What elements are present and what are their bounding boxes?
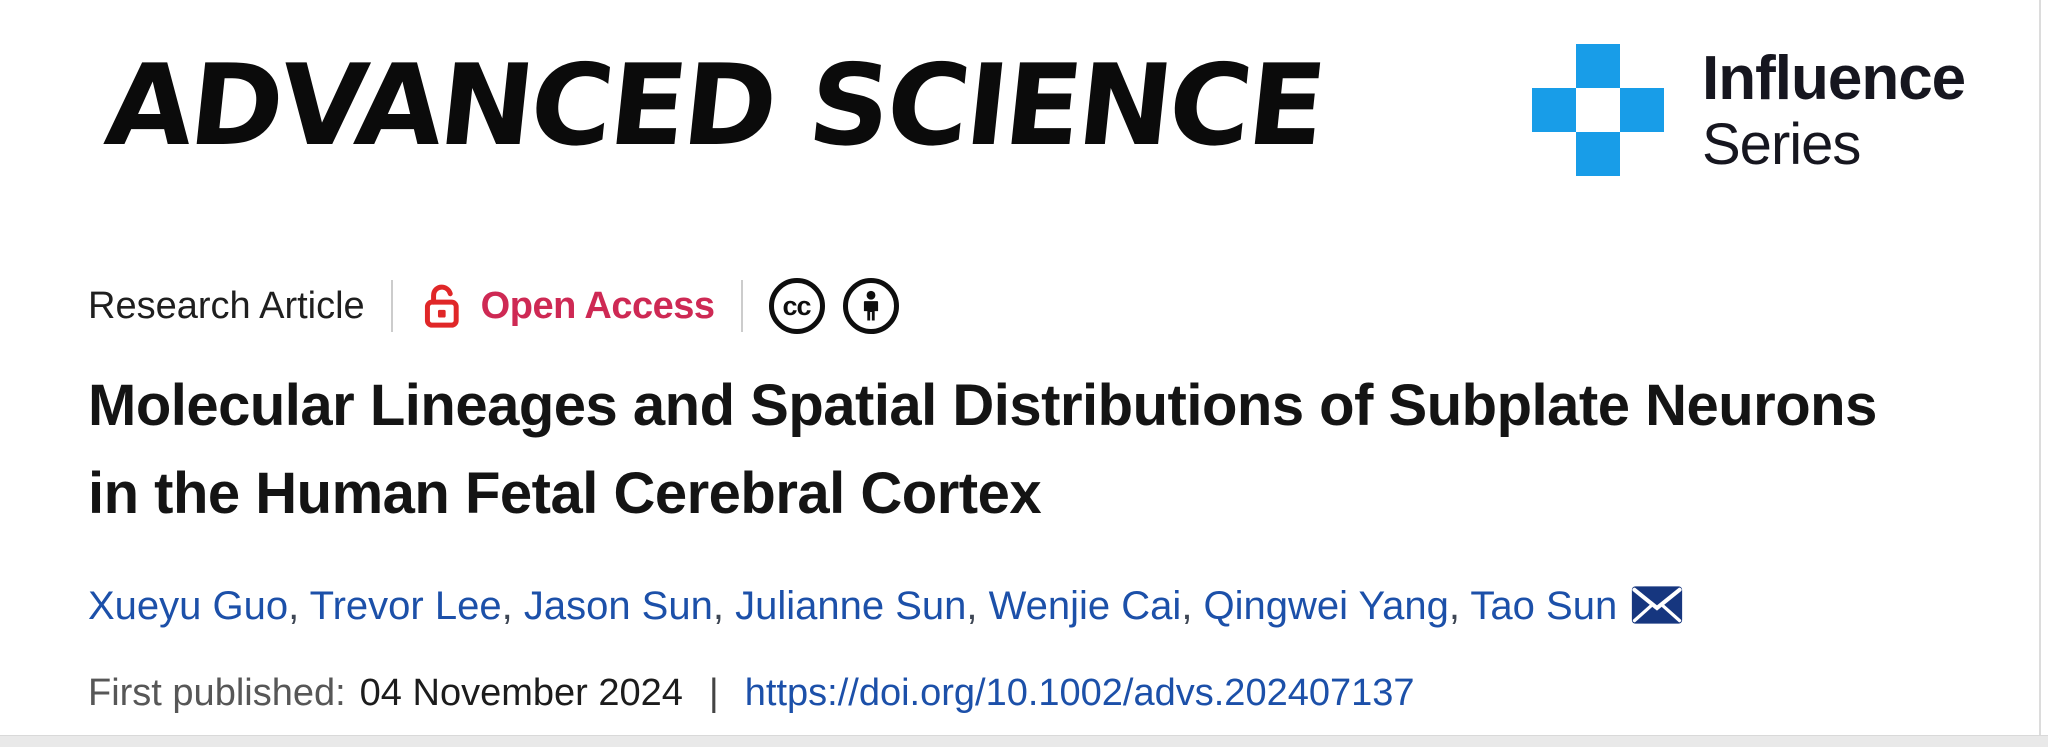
article-title: Molecular Lineages and Spatial Distribut…: [88, 373, 1877, 526]
email-envelope-icon[interactable]: [1631, 585, 1683, 625]
series-wordmark-line2: Series: [1702, 112, 1861, 177]
author-link[interactable]: Wenjie Cai: [988, 584, 1182, 628]
article-meta-row: Research Article Open Access cc: [88, 276, 899, 336]
creative-commons-icon[interactable]: cc: [768, 278, 825, 334]
plus-icon: [1532, 44, 1664, 176]
journal-logo[interactable]: ADVANCED SCIENCE: [99, 41, 1329, 171]
series-wordmark: Influence Series: [1702, 44, 1966, 178]
divider: [390, 280, 393, 332]
published-date: 04 November 2024: [359, 672, 683, 714]
author-separator: ,: [712, 584, 736, 628]
open-lock-icon: [424, 284, 459, 328]
license-icons: cc: [768, 278, 899, 334]
page-right-edge: [2039, 0, 2041, 747]
author-link[interactable]: Jason Sun: [523, 584, 713, 628]
divider: |: [708, 672, 719, 714]
author-separator: ,: [288, 584, 310, 628]
author-separator: ,: [501, 584, 524, 628]
open-access-label: Open Access: [480, 284, 715, 327]
author-link[interactable]: Tao Sun: [1470, 584, 1618, 628]
author-link[interactable]: Julianne Sun: [735, 584, 967, 628]
doi-link[interactable]: https://doi.org/10.1002/advs.202407137: [744, 672, 1415, 714]
publication-info-row: First published: 04 November 2024 | http…: [88, 672, 1415, 715]
series-wordmark-line1: Influence: [1702, 44, 1966, 113]
page-bottom-edge: [0, 735, 2048, 747]
author-separator: ,: [1448, 584, 1471, 628]
cc-by-person-icon[interactable]: [842, 278, 899, 334]
authors-row: Xueyu Guo, Trevor Lee, Jason Sun, Julian…: [88, 578, 1988, 634]
author-link[interactable]: Xueyu Guo: [88, 584, 289, 628]
author-link[interactable]: Qingwei Yang: [1203, 584, 1449, 628]
author-separator: ,: [966, 584, 989, 628]
article-type-label: Research Article: [88, 284, 365, 327]
divider: [740, 280, 743, 332]
first-published-label: First published:: [88, 672, 346, 714]
author-separator: ,: [1181, 584, 1204, 628]
influence-series-badge: Influence Series: [1532, 44, 1966, 178]
author-link[interactable]: Trevor Lee: [309, 584, 502, 628]
